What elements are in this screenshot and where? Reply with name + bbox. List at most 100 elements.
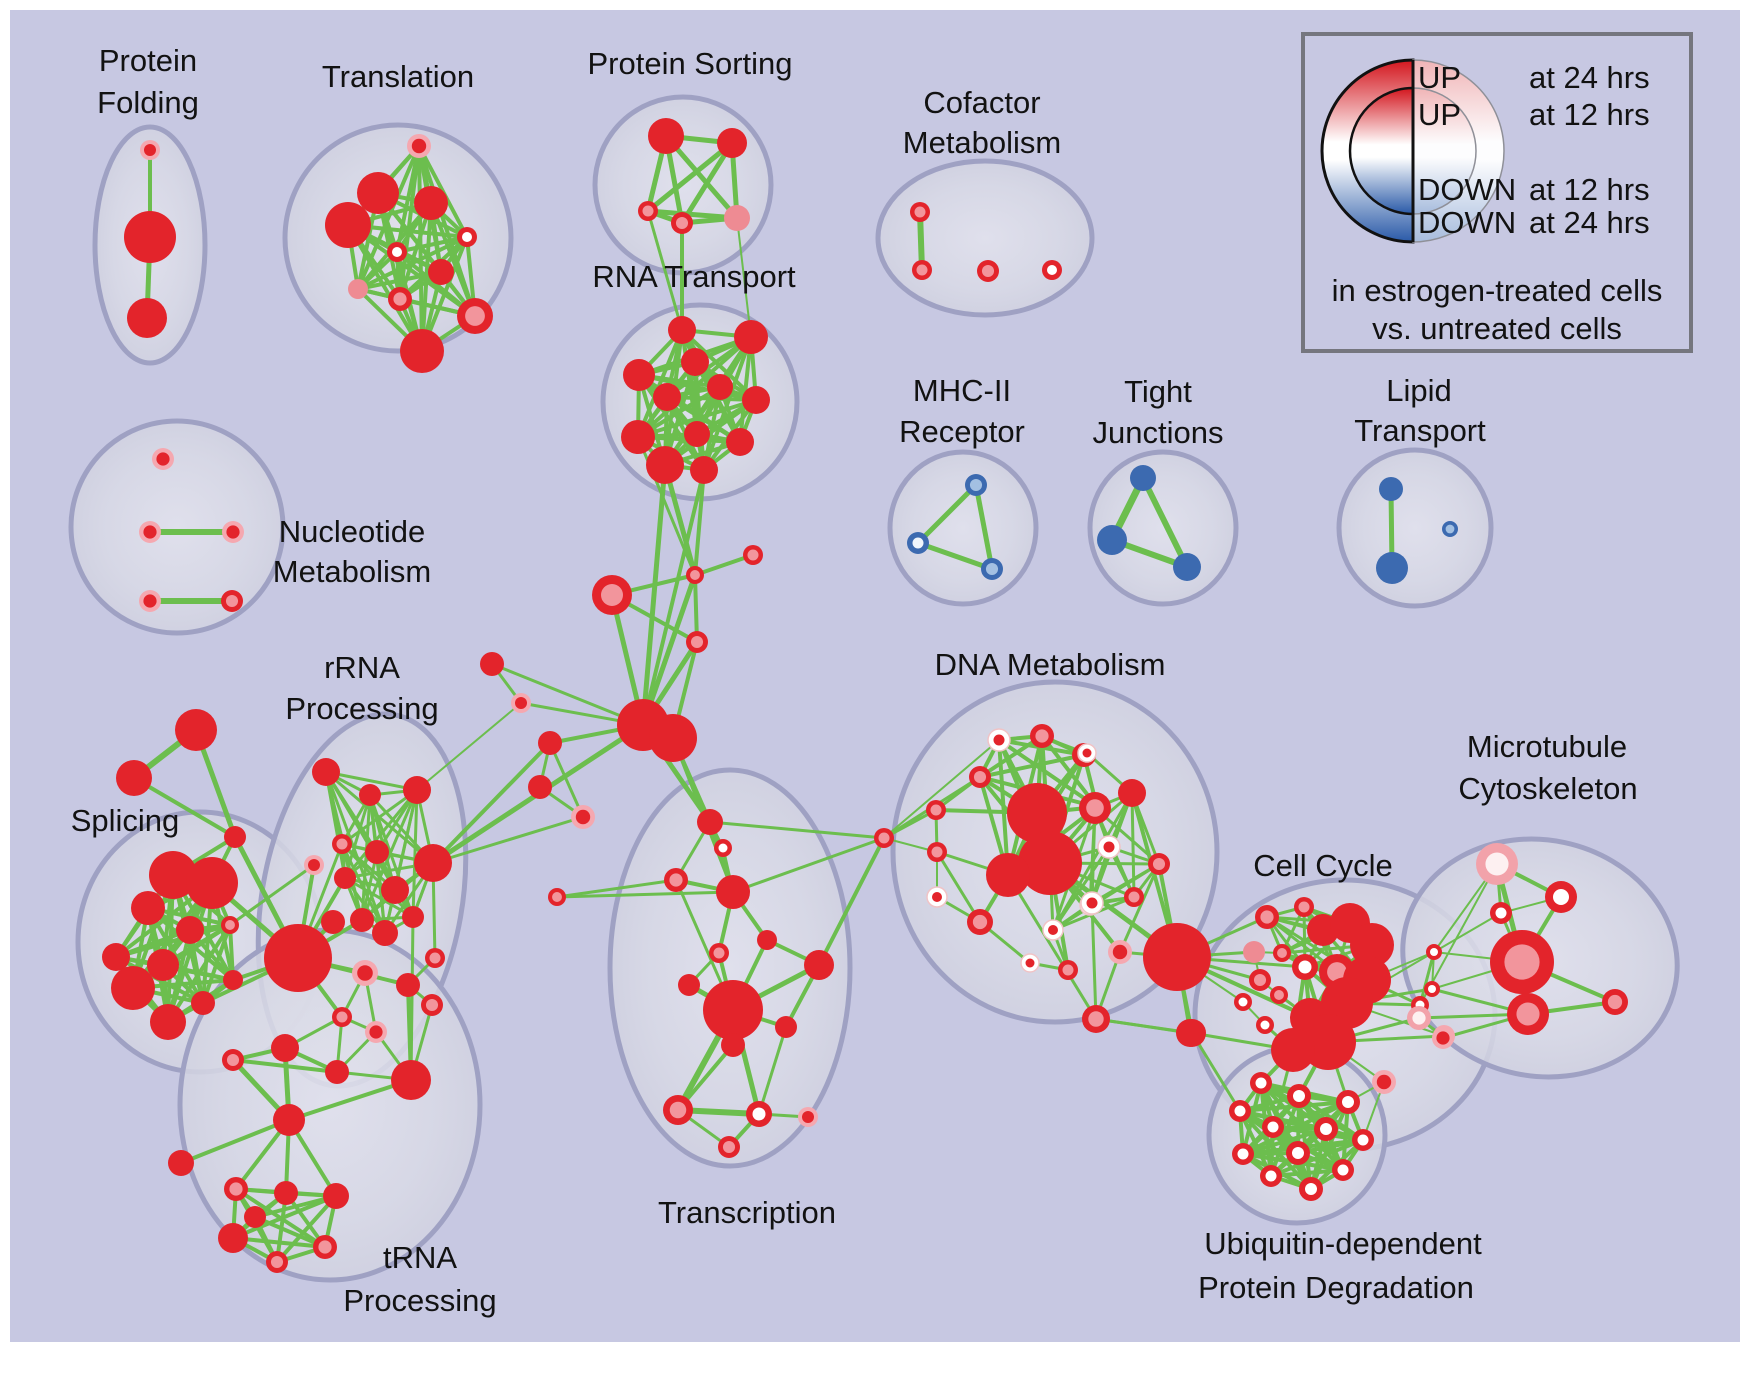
- gene-node[interactable]: [359, 784, 381, 806]
- gene-node[interactable]: [381, 876, 409, 904]
- gene-node[interactable]: [681, 348, 709, 376]
- cluster-label-nucleotide-metabolism: Metabolism: [273, 554, 432, 589]
- gene-node[interactable]: [1243, 941, 1265, 963]
- gene-node[interactable]: [402, 906, 424, 928]
- gene-node[interactable]: [218, 1223, 248, 1253]
- gene-node[interactable]: [721, 1033, 745, 1057]
- gene-node[interactable]: [1350, 923, 1394, 967]
- gene-node[interactable]: [678, 974, 700, 996]
- gene-node[interactable]: [372, 920, 398, 946]
- gene-node[interactable]: [804, 950, 834, 980]
- gene-node[interactable]: [1097, 525, 1127, 555]
- gene-node-center: [1088, 1011, 1104, 1027]
- gene-node[interactable]: [697, 809, 723, 835]
- gene-node[interactable]: [480, 652, 504, 676]
- gene-node[interactable]: [127, 298, 167, 338]
- gene-node[interactable]: [400, 329, 444, 373]
- gene-node[interactable]: [690, 456, 718, 484]
- gene-node-center: [931, 846, 943, 858]
- gene-node[interactable]: [274, 1181, 298, 1205]
- gene-node[interactable]: [668, 316, 696, 344]
- gene-node[interactable]: [223, 970, 243, 990]
- gene-node[interactable]: [986, 853, 1030, 897]
- gene-node[interactable]: [271, 1034, 299, 1062]
- gene-node-center: [930, 804, 942, 816]
- gene-node[interactable]: [323, 1183, 349, 1209]
- legend-label-up-24: UP: [1418, 60, 1462, 95]
- legend-time-down-24: at 24 hrs: [1529, 205, 1650, 240]
- gene-node[interactable]: [716, 875, 750, 909]
- gene-node[interactable]: [775, 1016, 797, 1038]
- gene-node[interactable]: [350, 908, 374, 932]
- gene-node[interactable]: [124, 211, 176, 263]
- gene-node[interactable]: [703, 980, 763, 1040]
- gene-node[interactable]: [684, 421, 710, 447]
- gene-node[interactable]: [131, 891, 165, 925]
- gene-node[interactable]: [1376, 552, 1408, 584]
- gene-node[interactable]: [264, 924, 332, 992]
- gene-node[interactable]: [646, 446, 684, 484]
- gene-node[interactable]: [1007, 783, 1067, 843]
- gene-node[interactable]: [396, 973, 420, 997]
- gene-node[interactable]: [1143, 923, 1211, 991]
- gene-node[interactable]: [1018, 831, 1082, 895]
- edge: [731, 836, 886, 894]
- gene-node[interactable]: [648, 118, 684, 154]
- gene-node[interactable]: [348, 279, 368, 299]
- gene-node[interactable]: [1118, 779, 1146, 807]
- gene-node-center: [226, 525, 240, 539]
- gene-node[interactable]: [147, 949, 179, 981]
- gene-node[interactable]: [742, 386, 770, 414]
- gene-node[interactable]: [757, 930, 777, 950]
- gene-node[interactable]: [1173, 553, 1201, 581]
- cluster-label-protein-sorting: Protein Sorting: [587, 46, 792, 81]
- gene-node[interactable]: [365, 840, 389, 864]
- gene-node[interactable]: [1178, 1019, 1206, 1047]
- gene-node[interactable]: [175, 709, 217, 751]
- gene-node-center: [1305, 1183, 1317, 1195]
- gene-node[interactable]: [150, 1004, 186, 1040]
- gene-node[interactable]: [538, 731, 562, 755]
- gene-node[interactable]: [186, 857, 238, 909]
- gene-node[interactable]: [325, 202, 371, 248]
- gene-node[interactable]: [357, 172, 399, 214]
- gene-node[interactable]: [403, 776, 431, 804]
- gene-node[interactable]: [428, 259, 454, 285]
- gene-node[interactable]: [717, 128, 747, 158]
- gene-node[interactable]: [312, 758, 340, 786]
- gene-node[interactable]: [707, 374, 733, 400]
- gene-node[interactable]: [191, 991, 215, 1015]
- gene-node[interactable]: [649, 714, 697, 762]
- gene-node[interactable]: [244, 1206, 266, 1228]
- gene-node[interactable]: [273, 1104, 305, 1136]
- gene-node[interactable]: [391, 1060, 431, 1100]
- gene-node[interactable]: [1271, 1028, 1315, 1072]
- gene-node[interactable]: [1130, 465, 1156, 491]
- gene-node[interactable]: [734, 320, 768, 354]
- gene-node[interactable]: [321, 910, 345, 934]
- gene-node[interactable]: [724, 205, 750, 231]
- gene-node[interactable]: [623, 359, 655, 391]
- gene-node[interactable]: [111, 966, 155, 1010]
- gene-node[interactable]: [726, 428, 754, 456]
- gene-node[interactable]: [116, 760, 152, 796]
- gene-node[interactable]: [414, 186, 448, 220]
- gene-node[interactable]: [168, 1150, 194, 1176]
- gene-node-center: [1516, 1002, 1540, 1026]
- gene-node[interactable]: [325, 1060, 349, 1084]
- legend-time-down-12: at 12 hrs: [1529, 172, 1650, 207]
- gene-node[interactable]: [621, 420, 655, 454]
- gene-node[interactable]: [149, 851, 197, 899]
- gene-node[interactable]: [414, 844, 452, 882]
- legend-time-up-24: at 24 hrs: [1529, 60, 1650, 95]
- gene-node[interactable]: [224, 826, 246, 848]
- gene-node[interactable]: [1379, 477, 1403, 501]
- gene-node-center: [225, 920, 235, 930]
- gene-node[interactable]: [334, 867, 356, 889]
- edge: [324, 770, 419, 792]
- gene-node[interactable]: [102, 943, 130, 971]
- gene-node[interactable]: [176, 916, 204, 944]
- gene-node[interactable]: [528, 775, 552, 799]
- cluster-label-rna-transport: RNA Transport: [592, 259, 796, 294]
- gene-node[interactable]: [653, 383, 681, 411]
